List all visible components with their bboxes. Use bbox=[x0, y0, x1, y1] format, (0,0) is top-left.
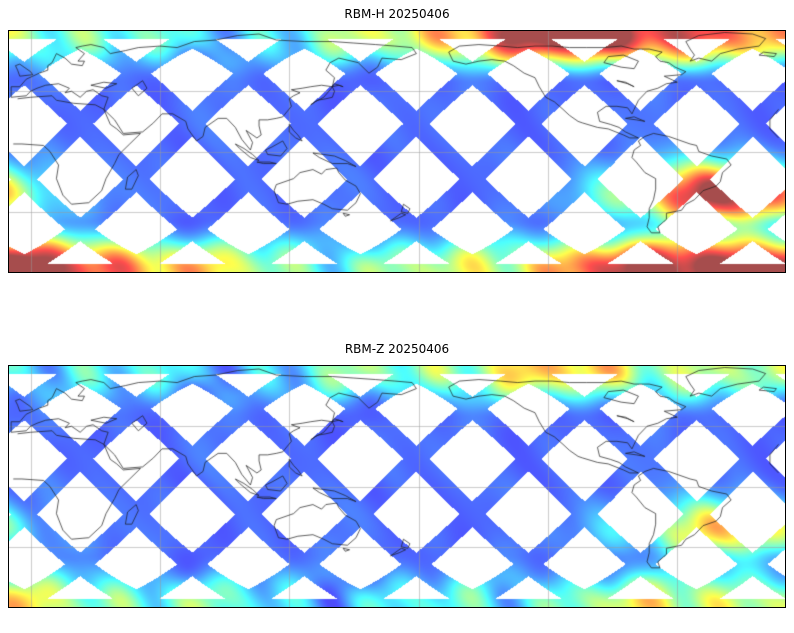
panel-rbm-z: RBM-Z 20250406 bbox=[8, 341, 786, 608]
map-canvas-rbm-h bbox=[8, 30, 786, 273]
map-canvas-rbm-z bbox=[8, 365, 786, 608]
panel-rbm-h: RBM-H 20250406 bbox=[8, 6, 786, 273]
panel-title-rbm-z: RBM-Z 20250406 bbox=[344, 342, 450, 356]
panel-title-rbm-h: RBM-H 20250406 bbox=[344, 7, 450, 21]
